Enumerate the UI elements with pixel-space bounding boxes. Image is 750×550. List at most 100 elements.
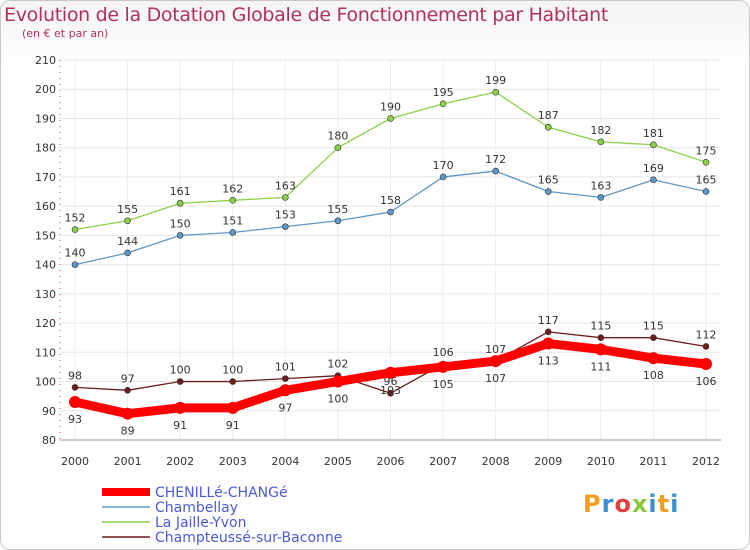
data-point: [387, 208, 394, 216]
data-point: [124, 387, 131, 394]
data-point: [650, 334, 657, 341]
data-point: [544, 328, 552, 336]
data-point: [702, 188, 710, 195]
data-point: [384, 366, 397, 379]
data-label: 172: [485, 153, 506, 166]
y-tick-label: 130: [35, 288, 56, 301]
x-tick-label: 2006: [377, 455, 405, 468]
data-label: 140: [65, 247, 86, 260]
series-3: 93 89 91 91 97 100 103 105 107 113 111 108 106: [68, 337, 717, 438]
data-point: [489, 355, 502, 368]
data-point: [544, 123, 552, 131]
y-tick-label: 160: [35, 200, 56, 213]
data-point: [439, 100, 447, 108]
logo-letter: r: [601, 490, 615, 518]
data-point: [437, 360, 450, 373]
data-label: 107: [485, 372, 506, 385]
data-label: 108: [643, 369, 664, 382]
data-point: [597, 194, 605, 201]
data-label: 158: [380, 194, 401, 207]
legend-label: La Jaille-Yvon: [155, 515, 247, 531]
data-label: 190: [380, 100, 401, 113]
data-label: 144: [117, 235, 138, 248]
legend-label: CHENILLé-CHANGé: [155, 485, 288, 501]
x-tick-label: 2012: [692, 455, 720, 468]
data-point: [226, 401, 239, 414]
data-point: [647, 352, 660, 365]
logo-letter: t: [657, 490, 671, 518]
data-point: [702, 159, 710, 166]
data-label: 163: [275, 179, 296, 192]
data-point: [331, 375, 344, 388]
data-label: 91: [226, 419, 240, 432]
data-label: 161: [170, 185, 191, 198]
data-label: 101: [275, 361, 296, 374]
x-tick-label: 2000: [61, 455, 89, 468]
data-point: [282, 223, 289, 230]
data-point: [334, 144, 342, 151]
data-label: 100: [327, 393, 348, 406]
data-point: [597, 138, 605, 146]
data-point: [594, 343, 607, 356]
data-label: 175: [696, 144, 717, 157]
data-label: 151: [222, 214, 243, 227]
data-label: 102: [327, 358, 348, 371]
data-point: [439, 173, 447, 181]
data-point: [279, 384, 292, 397]
data-label: 187: [538, 109, 559, 122]
x-tick-label: 2005: [324, 455, 352, 468]
data-label: 165: [538, 174, 559, 187]
data-label: 117: [538, 314, 559, 327]
data-label: 111: [590, 360, 611, 373]
data-point: [174, 401, 187, 414]
y-tick-label: 100: [35, 376, 56, 389]
data-label: 105: [433, 378, 454, 391]
data-label: 155: [327, 203, 348, 216]
data-point: [492, 167, 499, 175]
data-point: [121, 407, 134, 420]
chart-subtitle: (en € et par an): [22, 27, 109, 40]
x-tick-label: 2010: [587, 455, 615, 468]
data-point: [229, 229, 237, 236]
data-label: 89: [121, 425, 135, 438]
data-point: [702, 343, 710, 350]
data-label: 115: [643, 320, 664, 333]
data-point: [176, 232, 184, 239]
data-point: [71, 226, 79, 233]
proxiti-logo: Proxiti: [583, 490, 679, 518]
data-label: 162: [222, 182, 243, 195]
data-label: 113: [538, 355, 559, 368]
data-point: [544, 188, 552, 195]
data-label: 106: [433, 346, 454, 359]
data-point: [69, 396, 81, 408]
data-label: 97: [121, 372, 135, 385]
x-tick-label: 2007: [429, 455, 457, 468]
x-tick-label: 2002: [166, 455, 194, 468]
y-tick-label: 210: [35, 54, 56, 67]
data-point: [176, 378, 184, 385]
data-point: [124, 249, 131, 257]
logo-letter: i: [648, 490, 658, 518]
data-label: 165: [696, 174, 717, 187]
data-point: [124, 217, 131, 225]
data-label: 153: [275, 209, 296, 222]
chart-title: Evolution de la Dotation Globale de Fonc…: [4, 4, 609, 26]
data-point: [282, 375, 289, 382]
data-point: [71, 261, 79, 268]
data-label: 199: [485, 74, 506, 87]
data-point: [542, 337, 555, 350]
y-tick-label: 180: [35, 142, 56, 155]
data-point: [71, 384, 79, 391]
y-tick-label: 140: [35, 259, 56, 272]
x-tick-label: 2003: [219, 455, 247, 468]
x-tick-label: 2011: [639, 455, 667, 468]
data-label: 115: [590, 320, 611, 333]
data-point: [229, 197, 237, 204]
y-tick-label: 80: [42, 434, 56, 447]
data-point: [650, 176, 657, 184]
logo-letter: o: [614, 490, 632, 518]
data-label: 195: [433, 86, 454, 99]
data-label: 106: [696, 375, 717, 388]
logo-letter: i: [670, 490, 680, 518]
